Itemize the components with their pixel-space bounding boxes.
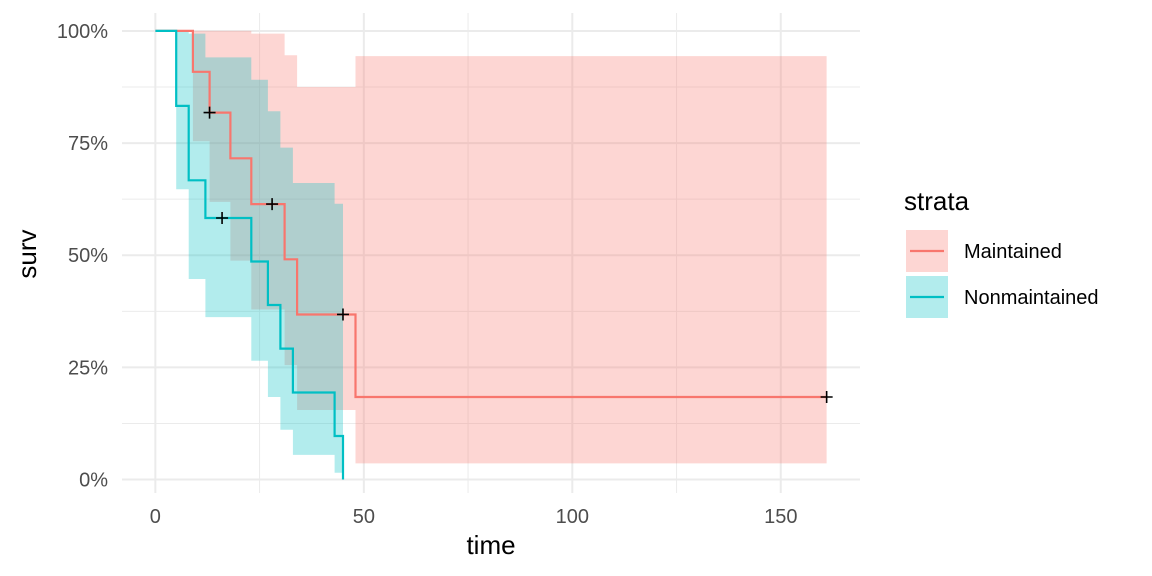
y-tick-label: 0% <box>79 470 108 492</box>
x-tick-label: 150 <box>764 506 797 528</box>
grid <box>122 13 860 493</box>
censor-mark <box>820 391 833 403</box>
y-tick-label: 100% <box>57 21 108 43</box>
y-axis-ticks: 0% 25% 50% 75% 100% <box>57 21 108 492</box>
x-axis-ticks: 0 50 100 150 <box>150 506 798 528</box>
x-tick-label: 0 <box>150 506 161 528</box>
confidence-bands <box>155 30 827 480</box>
band-maintained <box>155 30 827 464</box>
censor-mark <box>336 308 349 321</box>
y-tick-label: 50% <box>68 245 108 267</box>
legend-label: Nonmaintained <box>964 287 1099 309</box>
y-tick-label: 75% <box>68 133 108 155</box>
censor-mark <box>203 106 216 119</box>
x-axis-title: time <box>466 530 515 560</box>
y-axis-title: surv <box>12 229 42 278</box>
x-tick-label: 100 <box>556 506 589 528</box>
x-tick-label: 50 <box>353 506 375 528</box>
survival-lines <box>155 29 827 480</box>
censor-marks <box>203 106 833 403</box>
line-maintained <box>155 29 827 399</box>
y-tick-label: 25% <box>68 357 108 379</box>
legend: strata Maintained Nonmaintained <box>904 186 1099 318</box>
legend-title: strata <box>904 186 970 216</box>
censor-mark <box>216 212 229 225</box>
censor-mark <box>266 198 279 211</box>
band-nonmaintained <box>155 30 343 480</box>
legend-label: Maintained <box>964 241 1062 263</box>
line-nonmaintained <box>155 29 345 480</box>
